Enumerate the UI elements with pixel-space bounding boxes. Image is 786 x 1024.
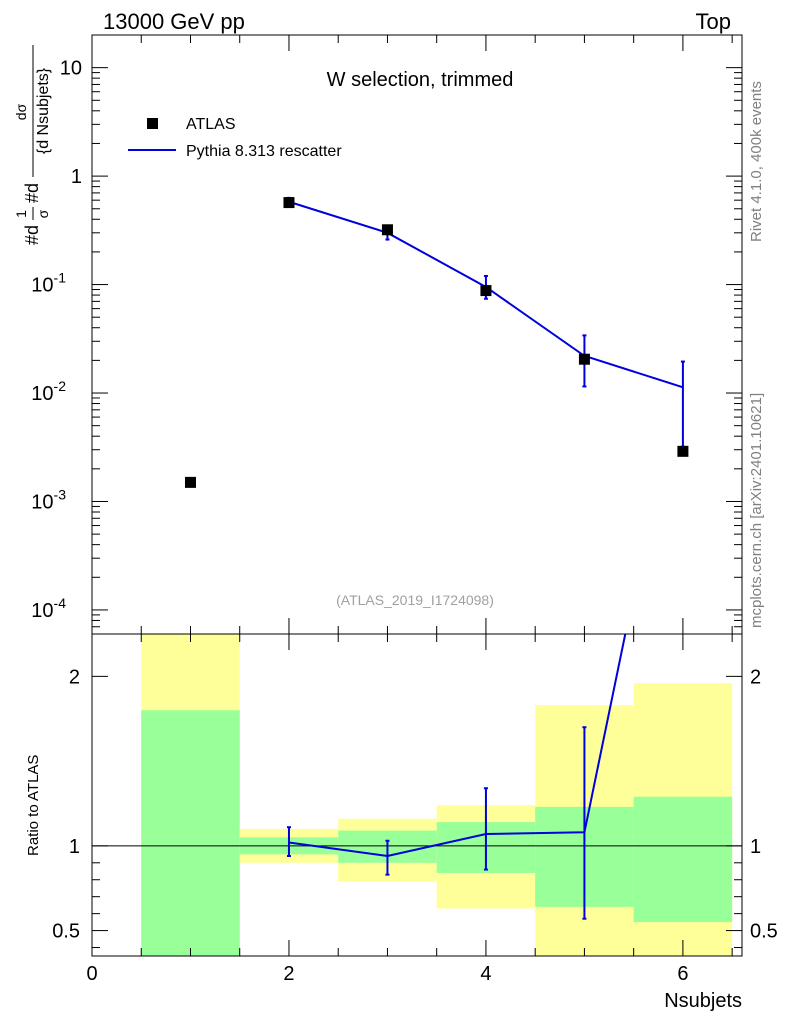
source-label: mcplots.cern.ch [arXiv:2401.10621] xyxy=(748,393,765,628)
tick-mantissa: 10 xyxy=(60,58,82,80)
main-y-tick-label: 10-3 xyxy=(31,486,66,513)
ratio-plot-frame xyxy=(91,633,743,957)
atlas-data-point xyxy=(283,197,295,209)
ratio-y-axis-label: Ratio to ATLAS xyxy=(25,755,42,856)
main-series xyxy=(184,196,689,488)
x-tick-label: 6 xyxy=(677,963,688,985)
tick-exponent: -4 xyxy=(54,595,67,611)
ratio-y-tick-label-right: 0.5 xyxy=(750,921,778,943)
ratio-band-green xyxy=(141,710,240,956)
atlas-data-point xyxy=(578,353,590,365)
tick-mantissa: 1 xyxy=(71,166,82,188)
tick-mantissa: 10 xyxy=(31,491,53,513)
x-tick-label: 2 xyxy=(283,963,294,985)
ylabel-prefix: #d xyxy=(22,225,42,245)
ratio-y-tick-label: 2 xyxy=(69,666,80,688)
ylabel-frac1-num: 1 xyxy=(13,210,29,218)
main-y-axis-label: #d 1 σ #d dσ {d Nsubjets} xyxy=(13,45,52,245)
legend: ATLAS Pythia 8.313 rescatter xyxy=(128,116,342,160)
tick-mantissa: 10 xyxy=(31,275,53,297)
atlas-data-point xyxy=(677,445,689,457)
legend-pythia-label: Pythia 8.313 rescatter xyxy=(186,143,342,160)
tick-exponent: -2 xyxy=(54,378,67,394)
ratio-y-tick-label-right: 1 xyxy=(750,836,761,858)
tick-exponent: -3 xyxy=(54,486,67,502)
x-axis-label: Nsubjets xyxy=(664,990,742,1012)
main-y-tick-label: 1 xyxy=(71,166,82,188)
header-energy-label: 13000 GeV pp xyxy=(103,9,245,34)
main-y-tick-label: 10-4 xyxy=(31,595,66,622)
legend-atlas-marker xyxy=(147,118,158,129)
main-y-tick-label: 10-2 xyxy=(31,378,66,405)
atlas-data-point xyxy=(480,285,492,297)
analysis-label: (ATLAS_2019_I1724098) xyxy=(336,592,494,608)
main-y-tick-label: 10-1 xyxy=(31,270,66,297)
ylabel-frac1-den: σ xyxy=(35,209,51,218)
atlas-data-point xyxy=(184,476,196,488)
rivet-version-label: Rivet 4.1.0, 400k events xyxy=(748,81,765,242)
tick-mantissa: 10 xyxy=(31,600,53,622)
ylabel-frac2-num: dσ xyxy=(13,103,29,120)
ratio-band-green xyxy=(633,796,733,923)
legend-atlas-label: ATLAS xyxy=(186,116,236,133)
main-y-tick-label: 10 xyxy=(60,58,82,80)
plot-title: W selection, trimmed xyxy=(327,69,514,91)
ylabel-frac2-den: {d Nsubjets} xyxy=(35,67,52,154)
ratio-series xyxy=(286,634,627,920)
ratio-uncertainty-bands xyxy=(141,634,733,956)
atlas-data-point xyxy=(381,224,393,236)
ylabel-mid: #d xyxy=(22,183,42,203)
x-tick-label: 4 xyxy=(480,963,491,985)
ratio-y-tick-label: 1 xyxy=(69,836,80,858)
x-tick-label: 0 xyxy=(86,963,97,985)
ratio-y-tick-label-right: 2 xyxy=(750,666,761,688)
tick-mantissa: 10 xyxy=(31,383,53,405)
tick-exponent: -1 xyxy=(54,270,67,286)
ratio-y-tick-label: 0.5 xyxy=(52,921,80,943)
ratio-axis-ticks: 0.5 0.5 1 1 2 2 0 2 4 6 xyxy=(52,634,778,985)
header-process-label: Top xyxy=(696,9,731,34)
